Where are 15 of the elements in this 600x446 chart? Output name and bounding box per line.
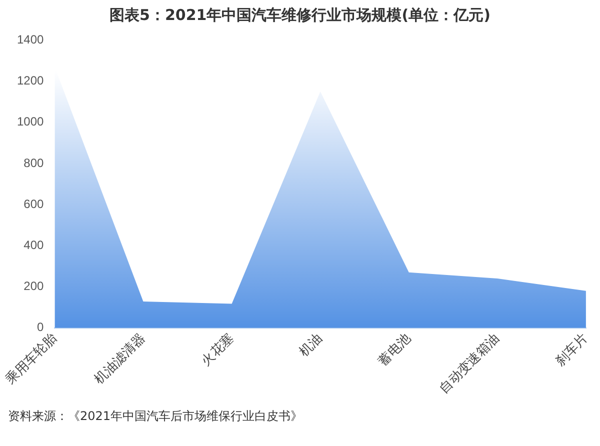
y-tick-label: 800 [24,156,44,170]
y-tick-label: 1000 [16,114,44,129]
y-tick-label: 1200 [16,74,44,88]
x-tick-label: 机油滤清器 [92,330,148,388]
chart-title: 图表5：2021年中国汽车维修行业市场规模(单位：亿元) [108,6,492,25]
x-tick-label: 机油 [296,330,326,360]
y-tick-label: 600 [24,196,44,211]
text: 资料来源：《2021年中国汽车后市场维保行业白皮书》 [8,408,303,425]
y-tick-label: 400 [24,238,44,252]
y-tick-label: 1400 [16,32,44,47]
x-tick-label: 自动变速箱油 [436,330,503,397]
x-tick-label: 刹车片 [553,330,592,370]
x-tick-label: 火花塞 [198,330,237,370]
y-tick-label: 200 [24,279,44,294]
x-tick-label: 蓄电池 [376,330,414,370]
